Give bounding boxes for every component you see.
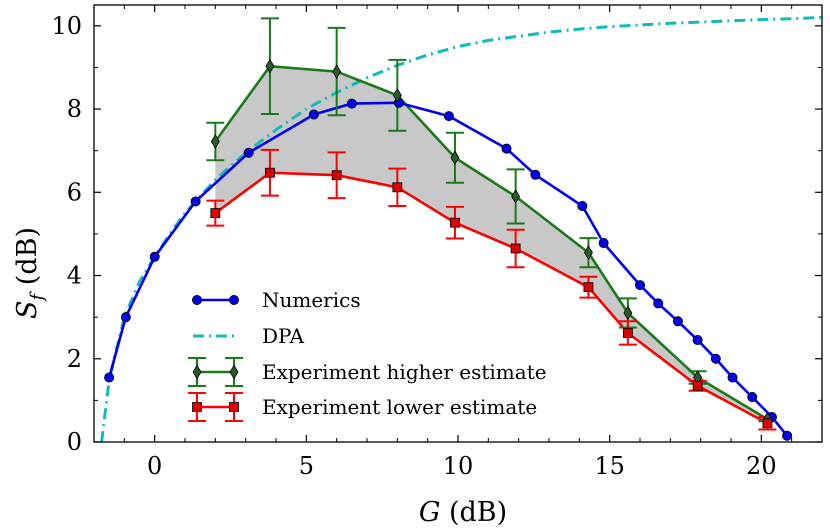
y-axis-label: Sf (dB)	[12, 227, 48, 319]
lower-point	[392, 182, 403, 193]
x-axis-label: G (dB)	[419, 497, 507, 528]
series-numerics-line	[107, 101, 789, 437]
legend-entry-higher: Experiment higher estimate	[188, 357, 547, 387]
legend-numerics-marker	[191, 294, 202, 305]
higher-point	[623, 305, 633, 321]
numerics-point	[501, 143, 512, 154]
numerics-point	[346, 98, 357, 109]
series-layer	[100, 16, 822, 442]
numerics-point	[308, 109, 319, 120]
numerics-point	[635, 280, 646, 291]
legend-label-numerics: Numerics	[262, 288, 361, 312]
lower-point	[583, 282, 594, 293]
lower-point	[331, 170, 342, 181]
higher-point	[210, 134, 220, 149]
lower-point	[450, 217, 460, 228]
numerics-point	[747, 392, 758, 403]
legend-entry-dpa: DPA	[193, 324, 305, 348]
numerics-point	[727, 372, 738, 383]
numerics-point	[443, 111, 454, 122]
y-tick-label: 10	[51, 12, 82, 40]
lower-point	[210, 208, 221, 218]
legend-numerics-marker	[228, 294, 239, 305]
lower-point	[622, 328, 633, 338]
legend-label-dpa: DPA	[262, 324, 305, 348]
numerics-point	[149, 251, 160, 262]
y-tick-label: 8	[67, 95, 82, 123]
numerics-point	[577, 201, 588, 212]
numerics-point	[243, 147, 254, 158]
numerics-point	[710, 353, 721, 364]
y-tick-label: 0	[67, 428, 82, 456]
legend-entry-lower: Experiment lower estimate	[188, 392, 537, 422]
numerics-point	[692, 335, 703, 346]
legend-lower-marker	[229, 402, 239, 412]
legend: Numerics DPA Experiment higher estimate Exp…	[188, 288, 547, 422]
y-tick-label: 4	[67, 262, 82, 290]
series-lower-line	[214, 171, 769, 425]
higher-point	[450, 150, 460, 166]
numerics-point	[120, 312, 131, 323]
higher-point	[583, 245, 593, 260]
legend-higher-marker	[229, 364, 239, 380]
legend-lower-marker	[192, 402, 202, 412]
numerics-point	[672, 316, 683, 327]
numerics-point	[653, 298, 664, 309]
higher-point	[265, 58, 275, 74]
lower-point	[510, 243, 521, 254]
series-higher-line	[214, 64, 769, 421]
x-tick-label: 10	[443, 452, 474, 480]
legend-label-lower: Experiment lower estimate	[262, 395, 537, 419]
legend-higher-marker	[192, 364, 202, 380]
marker-layer	[104, 17, 793, 441]
y-tick-label: 2	[67, 345, 82, 373]
y-tick-label: 6	[67, 178, 82, 206]
x-tick-label: 20	[746, 452, 777, 480]
numerics-point	[782, 430, 793, 441]
numerics-point	[190, 196, 201, 207]
higher-point	[511, 189, 521, 204]
numerics-point	[530, 169, 541, 180]
higher-point	[392, 88, 402, 103]
lower-point	[762, 418, 773, 429]
x-tick-label: 0	[147, 452, 162, 480]
x-tick-label: 5	[299, 452, 314, 480]
lower-point	[265, 167, 275, 178]
x-tick-label: 15	[594, 452, 625, 480]
numerics-point	[104, 372, 115, 383]
legend-label-higher: Experiment higher estimate	[262, 360, 547, 384]
numerics-point	[598, 238, 609, 249]
higher-point	[332, 64, 342, 79]
tick-layer: 0 5 10 15 20 0 2 4 6 8 10	[51, 5, 822, 480]
lower-point	[692, 380, 703, 391]
legend-entry-numerics: Numerics	[191, 288, 361, 312]
